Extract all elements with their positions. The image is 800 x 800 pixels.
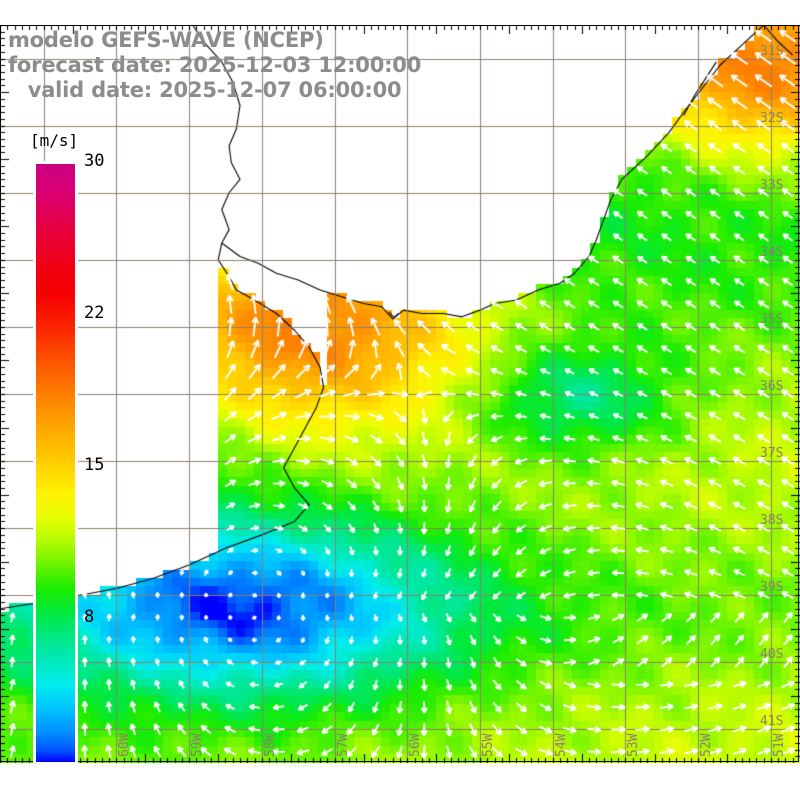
lat-label-35S: 35S [760, 311, 784, 327]
lat-label-37S: 37S [760, 446, 784, 462]
forecast-date-line: forecast date: 2025-12-03 12:00:00 [8, 53, 422, 77]
tick-ruler-right [791, 25, 800, 763]
lat-label-34S: 34S [760, 244, 784, 260]
lat-label-39S: 39S [760, 580, 784, 596]
title-block: modelo GEFS-WAVE (NCEP) forecast date: 2… [8, 28, 421, 103]
wind-vector-arrows [0, 25, 800, 763]
lat-label-40S: 40S [760, 647, 784, 663]
colorbar-tick-8: 8 [84, 607, 95, 628]
lat-label-32S: 32S [760, 110, 784, 126]
colorbar-tick-15: 15 [84, 454, 105, 475]
tick-ruler-left [0, 25, 9, 763]
lat-label-36S: 36S [760, 379, 784, 394]
lat-label-33S: 33S [760, 177, 784, 193]
colorbar-units-label: [m/s] [30, 131, 79, 150]
map-plot-area: 61W60W59W58W57W56W55W54W53W52W51W31S32S3… [0, 25, 800, 763]
colorbar-tick-30: 30 [84, 151, 105, 171]
lat-label-38S: 38S [760, 513, 784, 529]
model-title: modelo GEFS-WAVE (NCEP) [8, 28, 324, 52]
tick-ruler-bottom [0, 754, 800, 763]
graticule-labels: 61W60W59W58W57W56W55W54W53W52W51W31S32S3… [0, 25, 800, 763]
lat-label-41S: 41S [760, 714, 784, 730]
lat-label-31S: 31S [760, 43, 784, 59]
colorbar-gradient [33, 161, 78, 765]
colorbar-tick-22: 22 [84, 303, 105, 324]
valid-date-line: valid date: 2025-12-07 06:00:00 [27, 78, 402, 102]
tick-ruler-top [0, 25, 800, 34]
